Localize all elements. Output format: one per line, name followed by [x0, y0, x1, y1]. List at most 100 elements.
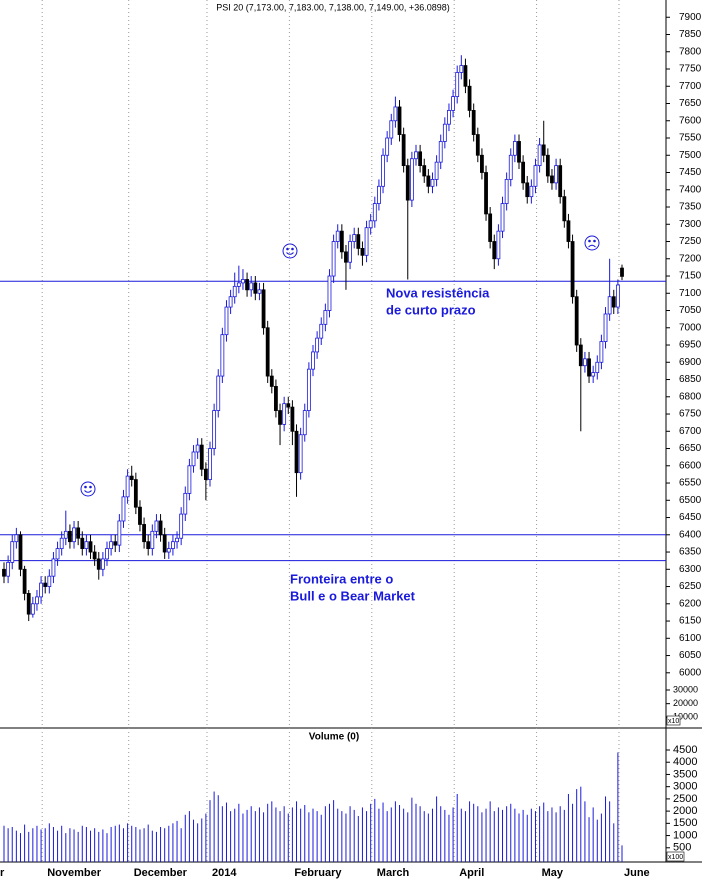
- candle-body: [377, 185, 381, 204]
- candle-body: [208, 448, 212, 480]
- y-tick-label: 6850: [679, 374, 702, 385]
- candle-body: [401, 134, 406, 167]
- x-tick-label: November: [47, 867, 102, 879]
- icon-mouth: [84, 490, 92, 493]
- candle-body: [372, 203, 377, 222]
- icon-eye: [588, 239, 591, 243]
- y-tick-label: 6300: [679, 564, 702, 575]
- candle-body: [179, 513, 184, 539]
- candle-body: [154, 520, 159, 532]
- y-tick-label: 6900: [679, 357, 702, 368]
- candle-body: [385, 137, 390, 156]
- icon-face: [584, 235, 600, 251]
- candle-body: [76, 527, 81, 539]
- y-tick-label: 6350: [679, 547, 702, 558]
- candle-body: [426, 175, 431, 187]
- candle-body: [249, 282, 254, 291]
- unit-box: [666, 851, 685, 862]
- volume-tick-label: 1500: [673, 817, 697, 829]
- candle-body: [138, 506, 142, 525]
- candle-body: [488, 213, 493, 242]
- candle-body: [319, 323, 324, 339]
- icon-eye: [84, 485, 87, 489]
- y-tick-label: 6950: [679, 340, 702, 351]
- candle-body: [96, 558, 101, 570]
- candle-body: [558, 165, 563, 198]
- frown-icon: [584, 235, 600, 251]
- icon-eye: [286, 247, 289, 251]
- candle-body: [381, 154, 385, 187]
- candle-body: [447, 110, 451, 125]
- candle-body: [265, 327, 270, 377]
- candle-body: [241, 279, 245, 284]
- candle-body: [175, 537, 179, 543]
- y-tick-label: 6700: [679, 426, 702, 437]
- candle-body: [533, 165, 538, 187]
- candle-body: [356, 234, 361, 249]
- volume-tick-label: 3500: [673, 768, 697, 780]
- candle-body: [158, 520, 163, 536]
- volume-title: Volume (0): [309, 732, 359, 743]
- candle-body: [459, 65, 464, 73]
- candle-body: [253, 282, 258, 294]
- candle-body: [22, 568, 27, 594]
- candle-body: [323, 310, 328, 325]
- candle-body: [236, 282, 241, 287]
- x-tick-label: December: [134, 867, 188, 879]
- candle-body: [274, 386, 278, 411]
- candle-body: [10, 541, 15, 563]
- y-tick-label: 7350: [679, 202, 702, 213]
- annotation: Bull e o Bear Market: [290, 588, 416, 603]
- candle-body: [315, 337, 320, 353]
- y-tick-label: 6200: [679, 598, 702, 609]
- candle-body: [220, 334, 225, 377]
- candle-body: [451, 96, 455, 111]
- y-tick-label: 7750: [679, 64, 702, 75]
- candle-body: [389, 120, 394, 139]
- y-tick-label: 7700: [679, 81, 702, 92]
- candle-body: [278, 410, 282, 425]
- candle-body: [463, 65, 468, 87]
- candle-body: [294, 430, 299, 474]
- candle-body: [504, 179, 509, 204]
- y-tick-label: 6100: [679, 633, 702, 644]
- candle-body: [620, 267, 624, 277]
- candle-body: [442, 123, 447, 142]
- candle-body: [80, 537, 85, 549]
- candle-body: [63, 530, 68, 539]
- x-tick-label: March: [377, 867, 410, 879]
- candle-body: [467, 85, 472, 111]
- candle-body: [14, 534, 19, 543]
- candle-body: [599, 341, 604, 363]
- icon-eye: [593, 239, 596, 243]
- icon-face: [80, 481, 96, 497]
- candle-body: [150, 530, 155, 549]
- candle-body: [409, 158, 414, 201]
- overlay-tick-label: 20000: [673, 698, 698, 708]
- candle-body: [607, 296, 612, 315]
- candle-body: [545, 154, 550, 177]
- candle-body: [125, 475, 130, 498]
- icon-mouth: [588, 244, 596, 248]
- candle-body: [290, 406, 295, 432]
- candle-body: [541, 144, 546, 156]
- smiley-icon: [80, 481, 96, 497]
- candle-body: [578, 344, 583, 367]
- candle-body: [171, 541, 175, 549]
- y-tick-label: 7200: [679, 253, 702, 264]
- candle-body: [203, 468, 208, 480]
- icon-face: [282, 243, 298, 259]
- candle-body: [339, 230, 344, 253]
- candle-body: [18, 534, 23, 570]
- x-tick-label: May: [542, 867, 564, 879]
- candle-body: [142, 524, 146, 543]
- chart-title: PSI 20 (7,173.00, 7,183.00, 7,138.00, 7,…: [216, 2, 449, 12]
- y-tick-label: 7300: [679, 219, 702, 230]
- candle-body: [595, 361, 600, 374]
- overlay-tick-label: 10000: [673, 712, 698, 722]
- candle-body: [591, 372, 596, 377]
- candle-body: [611, 296, 616, 308]
- y-tick-label: 6800: [679, 391, 702, 402]
